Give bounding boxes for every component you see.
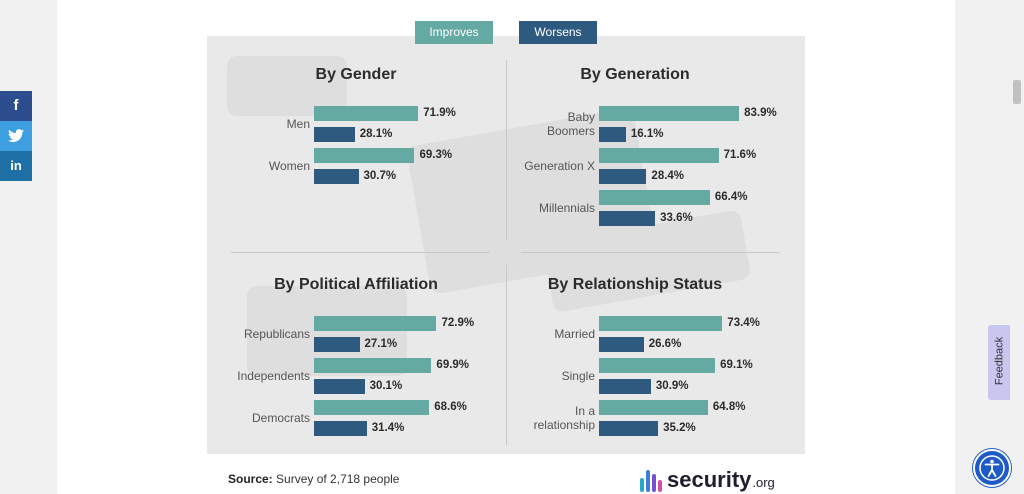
improves-bar <box>599 400 708 415</box>
bar-value-label: 69.1% <box>720 359 753 371</box>
bar-value-label: 30.9% <box>655 380 689 392</box>
improves-bar <box>599 358 716 373</box>
category-label: Women <box>220 159 310 173</box>
bar-value-label: 66.4% <box>714 191 748 203</box>
improves-bar <box>599 106 740 121</box>
chart-title: By Political Affiliation <box>274 276 438 293</box>
worsens-bar <box>599 169 647 184</box>
worsens-bar <box>314 421 367 436</box>
category-label: Millennials <box>505 201 595 215</box>
improves-bar <box>314 400 430 415</box>
facebook-icon: f <box>13 97 19 114</box>
bar-value-label: 27.1% <box>364 338 398 350</box>
bar-value-label: 71.9% <box>423 107 456 119</box>
feedback-label: Feedback <box>993 336 1006 386</box>
legend-worsens: Worsens <box>519 21 597 44</box>
worsens-bar <box>599 421 659 436</box>
bar-value-label: 28.1% <box>359 128 393 140</box>
accessibility-icon <box>979 455 1005 481</box>
source-text: Survey of 2,718 people <box>276 472 400 486</box>
bar-value-label: 64.8% <box>712 401 746 413</box>
worsens-bar <box>599 211 656 226</box>
category-label-line: Democrats <box>251 411 310 425</box>
linkedin-share-button[interactable]: in <box>0 151 32 181</box>
worsens-bar <box>599 379 651 394</box>
bar-value-label: 33.6% <box>660 212 693 224</box>
scrollbar[interactable] <box>1010 0 1024 494</box>
logo-suffix: .org <box>752 475 775 490</box>
bar-value-label: 83.9% <box>744 107 777 119</box>
improves-bar <box>314 316 437 331</box>
category-label-line: Generation X <box>524 159 595 173</box>
category-label-line: In a <box>574 404 595 418</box>
category-label-line: Married <box>554 327 595 341</box>
worsens-bar <box>314 127 355 142</box>
divider-horizontal-right <box>521 252 780 253</box>
category-label-line: relationship <box>533 418 595 432</box>
category-label: Men <box>220 117 310 131</box>
divider-horizontal-left <box>231 252 490 253</box>
chart-title: By Relationship Status <box>547 276 723 293</box>
worsens-bar <box>314 337 360 352</box>
twitter-icon <box>8 129 24 143</box>
linkedin-icon: in <box>10 158 22 173</box>
category-label: Independents <box>220 369 310 383</box>
source-note: Source: Survey of 2,718 people <box>228 472 399 486</box>
category-label-line: Women <box>268 159 310 173</box>
improves-bar <box>314 148 415 163</box>
improves-bar <box>314 106 419 121</box>
category-label-line: Single <box>561 369 595 383</box>
category-label: Single <box>505 369 595 383</box>
category-label: In a relationship <box>505 404 595 432</box>
category-label: Married <box>505 327 595 341</box>
chart-title: By Gender <box>315 66 397 83</box>
bar-value-label: 26.6% <box>648 338 682 350</box>
divider-vertical-top <box>506 60 507 240</box>
worsens-bar <box>314 379 365 394</box>
bar-value-label: 69.9% <box>436 359 470 371</box>
bar-value-label: 35.2% <box>663 422 696 434</box>
category-label-line: Independents <box>237 369 310 383</box>
category-label: Generation X <box>505 159 595 173</box>
accessibility-button[interactable] <box>973 449 1011 487</box>
bar-value-label: 16.1% <box>630 128 664 140</box>
bar-value-label: 28.4% <box>651 170 685 182</box>
source-label: Source: <box>228 472 273 486</box>
worsens-bar <box>599 337 644 352</box>
chart-title: By Generation <box>580 66 690 83</box>
improves-bar <box>599 190 710 205</box>
improves-bar <box>599 316 723 331</box>
bar-value-label: 71.6% <box>723 149 757 161</box>
improves-bar <box>599 148 719 163</box>
bar-value-label: 68.6% <box>434 401 467 413</box>
category-label-line: Boomers <box>546 124 595 138</box>
bar-value-label: 31.4% <box>371 422 405 434</box>
logo-icon <box>640 468 662 492</box>
category-label: Republicans <box>220 327 310 341</box>
category-label-line: Baby <box>567 110 595 124</box>
bar-value-label: 30.1% <box>369 380 403 392</box>
feedback-tab[interactable]: Feedback <box>988 325 1010 400</box>
category-label: Baby Boomers <box>505 110 595 138</box>
worsens-bar <box>599 127 626 142</box>
security-org-logo[interactable]: security .org <box>640 466 775 492</box>
bar-value-label: 72.9% <box>441 317 475 329</box>
bar-value-label: 30.7% <box>363 170 397 182</box>
category-label-line: Men <box>286 117 310 131</box>
twitter-share-button[interactable]: t <box>0 121 32 151</box>
worsens-bar <box>314 169 359 184</box>
category-label-line: Millennials <box>538 201 595 215</box>
divider-vertical-bottom <box>506 265 507 445</box>
improves-bar <box>314 358 432 373</box>
scrollbar-thumb[interactable] <box>1013 80 1021 104</box>
bar-value-label: 69.3% <box>419 149 453 161</box>
facebook-share-button[interactable]: f <box>0 91 32 121</box>
bar-value-label: 73.4% <box>727 317 760 329</box>
legend-improves: Improves <box>415 21 493 44</box>
logo-name: security <box>667 467 752 492</box>
category-label-line: Republicans <box>243 327 310 341</box>
category-label: Democrats <box>220 411 310 425</box>
